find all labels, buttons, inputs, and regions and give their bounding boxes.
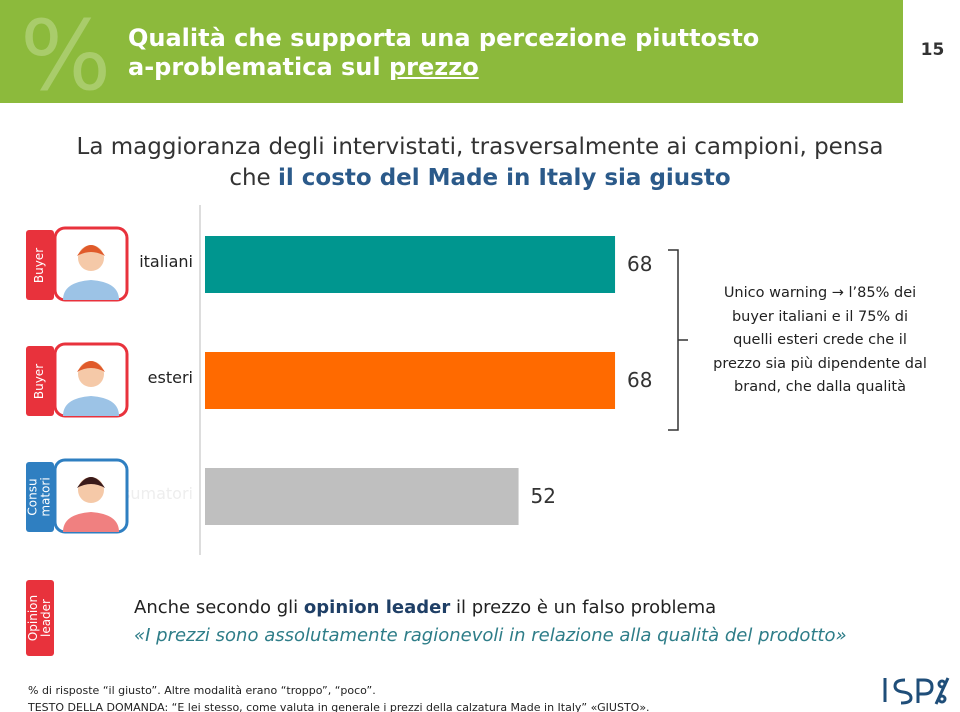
avatar-body [63, 396, 119, 416]
subtitle: La maggioranza degli intervistati, trasv… [0, 132, 960, 194]
page-number: 15 [920, 40, 945, 60]
decor-percent: % [20, 0, 112, 112]
opinion-line: Anche secondo gli opinion leader il prez… [134, 594, 847, 622]
opinion-quote: «I prezzi sono assolutamente ragionevoli… [134, 625, 847, 646]
note-line: Unico warning → l’85% dei [723, 285, 917, 301]
opinion-bold: opinion leader [303, 597, 451, 618]
subtitle-line: che il costo del Made in Italy sia giust… [0, 163, 960, 194]
group-label-text: Opinion leader [26, 594, 54, 642]
group-label-text: Buyer [32, 363, 47, 399]
subtitle-text: che [229, 165, 278, 191]
opinion-text-start: Anche secondo gli [134, 597, 304, 618]
opinion-text: Anche secondo gli opinion leader il prez… [134, 594, 847, 650]
bracket [668, 249, 688, 431]
group-label: Opinion leader [26, 580, 54, 656]
subtitle-bold: il costo del Made in Italy sia giusto [278, 165, 731, 191]
category-label: italiani [139, 252, 193, 271]
subtitle-line: La maggioranza degli intervistati, trasv… [76, 134, 884, 160]
opinion-text-end: il prezzo è un falso problema [450, 597, 717, 618]
footer: % di risposte “il giusto”. Altre modalit… [28, 682, 650, 712]
bar [205, 468, 519, 525]
avatar-hair [77, 245, 105, 256]
logo [883, 677, 950, 705]
group-label: Buyer [26, 346, 54, 416]
avatar-icon [53, 458, 129, 534]
note: Unico warning → l’85% dei buyer italiani … [674, 282, 960, 400]
title-underlined: prezzo [388, 53, 479, 81]
title-text: a-problematica sul [128, 53, 389, 81]
group-label: Consu matori [26, 462, 54, 532]
note-line: brand, che dalla qualità [734, 379, 906, 395]
title-line: Qualità che supporta una percezione piut… [128, 24, 760, 52]
header-band [0, 0, 903, 103]
group-label-text: Buyer [32, 247, 47, 283]
title-line: a-problematica sul prezzo [128, 53, 759, 82]
header: % Qualità che supporta una percezione pi… [0, 0, 960, 112]
footer-line: % di risposte “il giusto”. Altre modalit… [28, 684, 376, 697]
note-line: buyer italiani e il 75% di [731, 308, 909, 325]
value-label: 68 [627, 368, 652, 392]
note-line: quelli esteri crede che il [733, 332, 907, 348]
avatar-icon [53, 342, 129, 418]
avatar-icon [53, 226, 129, 302]
value-label: 52 [531, 484, 556, 508]
value-label: 68 [627, 252, 652, 276]
avatar-body [63, 280, 119, 300]
category-label: esteri [148, 368, 193, 387]
bar [205, 352, 616, 409]
group-label: Buyer [26, 230, 54, 300]
avatar-body [63, 512, 119, 532]
bar [205, 236, 616, 293]
avatar-hair [77, 477, 105, 488]
avatar-hair [77, 361, 105, 372]
footer-line: TESTO DELLA DOMANDA: “E lei stesso, come… [28, 701, 650, 712]
note-line: prezzo sia più dipendente dal [713, 355, 927, 372]
group-label-text: Consu matori [26, 477, 54, 517]
